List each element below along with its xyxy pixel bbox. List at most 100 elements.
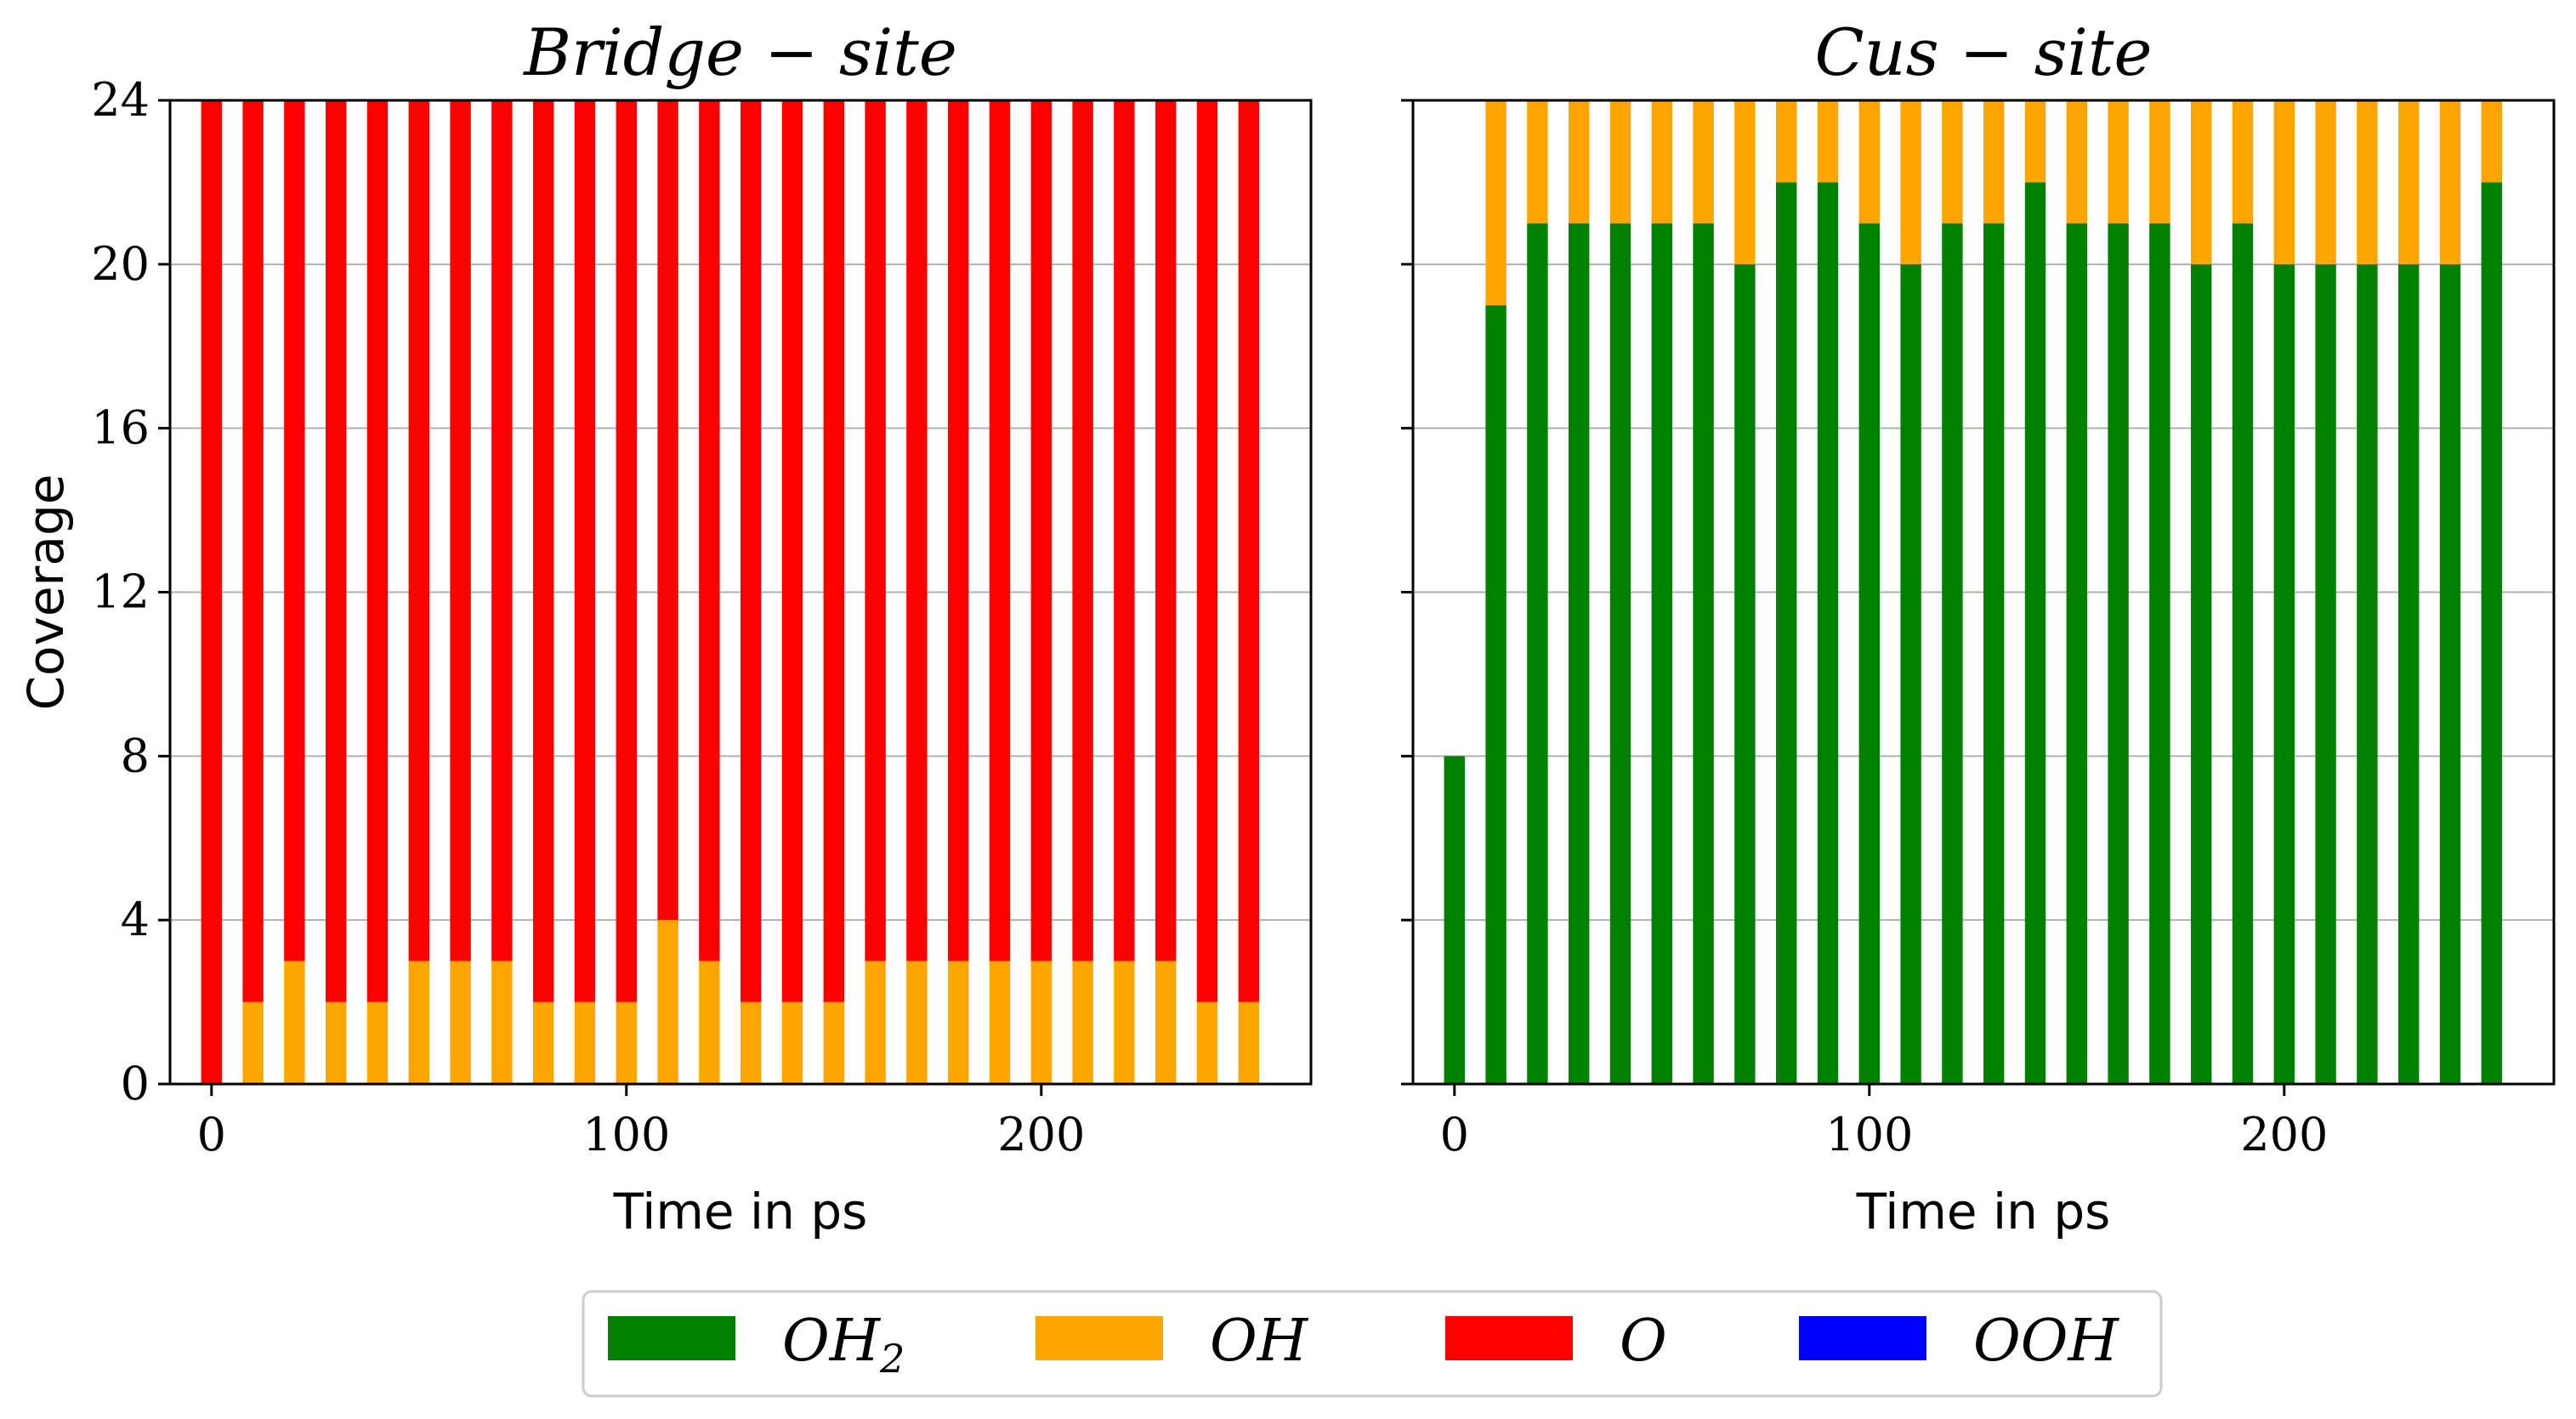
y-tick-label: 12 — [91, 565, 150, 619]
legend: OH2 OH O OOH — [582, 1290, 2163, 1398]
bar-oh2-210 — [2315, 264, 2336, 1084]
x-tick-label: 100 — [582, 1108, 670, 1161]
bridge-site-panel: 0 4 8 12 16 20 24 0 100 200 Bridge − site Time in p… — [17, 14, 1313, 1240]
bar-oh-210 — [1072, 961, 1093, 1084]
x-tick-label: 200 — [2240, 1108, 2328, 1161]
bar-oh2-190 — [2232, 223, 2254, 1084]
bar-oh-160 — [865, 961, 886, 1084]
bar-oh-140 — [781, 1002, 803, 1084]
bar-oh-200 — [2273, 100, 2295, 264]
bar-oh2-10 — [1485, 305, 1506, 1085]
bar-oh-10 — [242, 1002, 264, 1084]
bar-o-30 — [326, 100, 347, 1002]
bar-oh2-110 — [1900, 264, 1921, 1084]
legend-label-1: OH — [1210, 1308, 1309, 1375]
bar-oh-90 — [574, 1002, 596, 1084]
bar-oh-160 — [2108, 100, 2129, 224]
bar-oh2-130 — [1983, 223, 2005, 1084]
bar-o-190 — [989, 100, 1011, 962]
bar-oh-100 — [1858, 100, 1880, 224]
legend-swatch-0 — [608, 1316, 735, 1360]
x-tick-label: 200 — [997, 1108, 1085, 1161]
bar-oh2-0 — [1444, 756, 1465, 1084]
bar-o-230 — [1155, 100, 1177, 962]
bar-oh2-200 — [2273, 264, 2295, 1084]
legend-label-sub: 2 — [879, 1336, 905, 1382]
bar-oh-30 — [1569, 100, 1590, 224]
legend-label-base: OH — [782, 1308, 882, 1375]
bar-oh-110 — [657, 920, 678, 1084]
bar-oh-240 — [2439, 100, 2461, 264]
bar-o-120 — [699, 100, 720, 962]
bar-oh-180 — [948, 961, 969, 1084]
bar-oh-170 — [2149, 100, 2170, 224]
bar-oh-50 — [408, 961, 429, 1084]
bar-oh-120 — [1942, 100, 1963, 224]
bar-oh-120 — [699, 961, 720, 1084]
bar-oh-240 — [1196, 1002, 1218, 1084]
bar-oh-190 — [2232, 100, 2254, 224]
bar-oh2-70 — [1734, 264, 1756, 1084]
y-tick-label: 20 — [91, 237, 150, 291]
legend-label-2: O — [1620, 1308, 1667, 1375]
bar-oh-180 — [2191, 100, 2212, 264]
y-tick-label: 8 — [121, 729, 150, 782]
bar-o-110 — [657, 100, 678, 921]
bar-oh-130 — [740, 1002, 762, 1084]
cus-site-panel: 0 100 200 Cus − site Time in ps — [1401, 14, 2556, 1240]
y-axis-label: Coverage — [17, 474, 75, 711]
bar-oh-190 — [989, 961, 1011, 1084]
bar-oh-40 — [366, 1002, 389, 1084]
bar-oh-210 — [2315, 100, 2336, 264]
bar-oh-70 — [491, 961, 513, 1084]
bar-o-210 — [1072, 100, 1093, 962]
legend-label-base: O — [1620, 1308, 1667, 1375]
bar-oh-70 — [1734, 100, 1756, 264]
bar-o-200 — [1030, 100, 1052, 962]
bar-oh-230 — [2398, 100, 2420, 264]
bar-oh-10 — [1485, 100, 1506, 306]
bar-o-140 — [781, 100, 803, 1002]
bar-o-240 — [1196, 100, 1218, 1002]
bar-o-50 — [408, 100, 429, 962]
bar-o-70 — [491, 100, 513, 962]
bar-oh-170 — [906, 961, 928, 1084]
x-tick-label: 100 — [1825, 1108, 1913, 1161]
bar-oh2-170 — [2149, 223, 2170, 1084]
bar-oh-80 — [533, 1002, 554, 1084]
bar-oh2-90 — [1817, 182, 1839, 1085]
bar-oh2-230 — [2398, 264, 2420, 1084]
bar-o-40 — [366, 100, 389, 1002]
x-axis-label: Time in ps — [1856, 1183, 2111, 1240]
panel-title: Cus − site — [1815, 14, 2153, 90]
bar-oh2-20 — [1527, 223, 1548, 1084]
bar-o-220 — [1114, 100, 1135, 962]
bar-oh-250 — [1238, 1002, 1259, 1084]
bar-oh-140 — [2024, 100, 2046, 183]
bar-o-180 — [948, 100, 969, 962]
bar-oh2-120 — [1942, 223, 1963, 1084]
legend-swatch-3 — [1799, 1316, 1926, 1360]
bar-oh2-160 — [2108, 223, 2129, 1084]
legend-label-base: OOH — [1973, 1308, 2119, 1375]
bar-o-100 — [616, 100, 637, 1002]
bar-oh2-240 — [2439, 264, 2461, 1084]
bar-o-130 — [740, 100, 762, 1002]
bar-o-160 — [865, 100, 886, 962]
bar-oh2-180 — [2191, 264, 2212, 1084]
bar-oh-40 — [1609, 100, 1631, 224]
bar-o-150 — [823, 100, 844, 1002]
bar-oh-20 — [284, 961, 305, 1084]
bar-o-20 — [284, 100, 305, 962]
x-tick-label: 0 — [1440, 1108, 1469, 1161]
bar-oh-30 — [326, 1002, 347, 1084]
bar-oh-20 — [1527, 100, 1548, 224]
bar-oh2-60 — [1693, 223, 1714, 1084]
x-tick-label: 0 — [197, 1108, 226, 1161]
legend-label-base: OH — [1210, 1308, 1309, 1375]
bar-oh-50 — [1651, 100, 1672, 224]
y-tick-label: 0 — [121, 1057, 150, 1110]
bar-oh-90 — [1817, 100, 1839, 183]
bar-oh-130 — [1983, 100, 2005, 224]
bar-oh-110 — [1900, 100, 1921, 264]
